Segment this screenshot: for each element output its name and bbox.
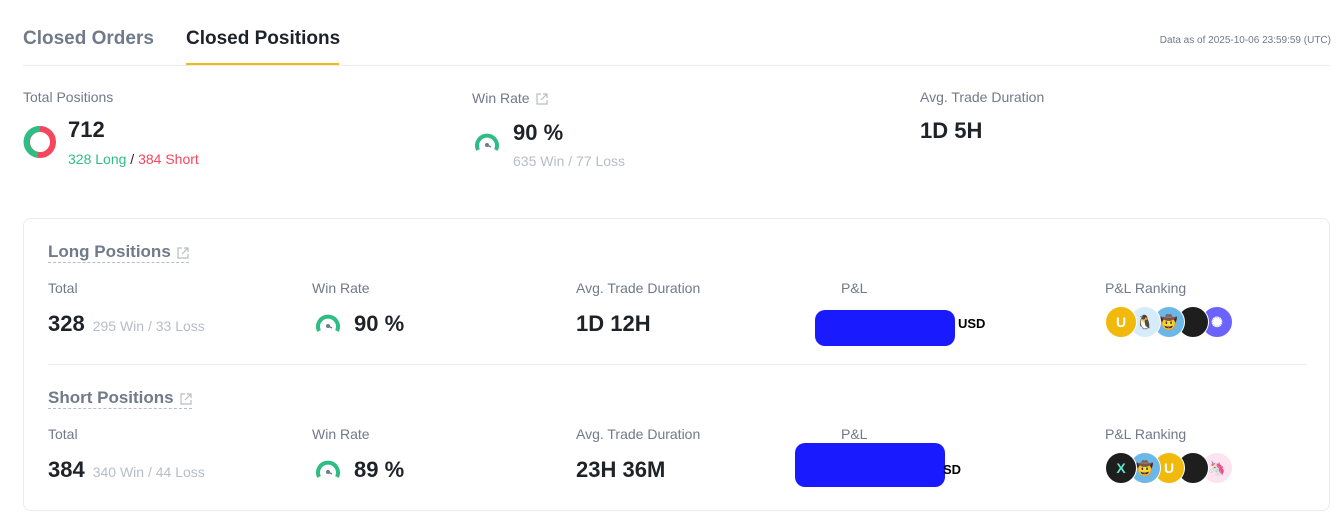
win-rate-value: 90 % — [354, 311, 405, 336]
avg-duration-label: Avg. Trade Duration — [576, 280, 701, 296]
pnl-ranking-label: P&L Ranking — [1105, 426, 1187, 442]
pnl-currency: USD — [958, 316, 986, 331]
pnl-ranking-label: P&L Ranking — [1105, 280, 1187, 296]
external-link-icon[interactable] — [177, 246, 189, 259]
total-label: Total — [48, 426, 78, 442]
redacted-pnl-value — [815, 310, 955, 346]
total-count: 328 — [48, 311, 85, 336]
win-rate-label: Win Rate — [312, 426, 370, 442]
avg-duration-label: Avg. Trade Duration — [576, 426, 701, 442]
total-count: 384 — [48, 457, 85, 482]
win-loss-count: 295 Win / 33 Loss — [92, 318, 205, 334]
win-rate-gauge-icon — [316, 460, 340, 478]
win-rate-label[interactable]: Win Rate — [472, 90, 548, 106]
win-rate-label-text: Win Rate — [472, 90, 530, 106]
win-rate-value: 90 % — [513, 120, 564, 145]
win-rate-gauge-icon — [475, 133, 499, 151]
win-loss-count: 340 Win / 44 Loss — [92, 464, 205, 480]
separator: / — [126, 151, 139, 167]
long-short-breakdown: 328 Long / 384 Short — [68, 151, 199, 167]
short-count: 384 Short — [138, 151, 199, 167]
external-link-icon[interactable] — [180, 392, 192, 405]
avg-duration-label: Avg. Trade Duration — [920, 89, 1045, 105]
long-short-donut-icon — [23, 126, 56, 158]
cowboy-dog-coin-icon[interactable]: 🤠 — [1153, 306, 1185, 338]
total-positions-value: 712 — [68, 117, 105, 142]
win-rate-gauge-icon — [316, 314, 340, 332]
avg-duration-value: 23H 36M — [576, 457, 666, 482]
tabs-divider — [23, 65, 1330, 66]
win-rate-label: Win Rate — [312, 280, 370, 296]
section-title-1[interactable]: Short Positions — [48, 388, 192, 409]
pnl-label: P&L — [841, 280, 868, 296]
avg-duration-value: 1D 12H — [576, 311, 651, 336]
long-count: 328 Long — [68, 151, 127, 167]
section-title-0[interactable]: Long Positions — [48, 242, 189, 263]
tab-closed-orders[interactable]: Closed Orders — [23, 28, 154, 49]
wlfi-coin-icon[interactable]: U — [1105, 306, 1137, 338]
active-tab-indicator — [186, 63, 339, 65]
pnl-label: P&L — [841, 426, 868, 442]
total-label: Total — [48, 280, 78, 296]
total-positions-label: Total Positions — [23, 89, 114, 105]
data-as-of: Data as of 2025-10-06 23:59:59 (UTC) — [1159, 35, 1331, 46]
pnl-currency: SD — [943, 462, 962, 477]
redacted-pnl-value — [795, 443, 945, 487]
total-value: 384 340 Win / 44 Loss — [48, 457, 205, 483]
teal-x-coin-icon[interactable]: X — [1105, 452, 1137, 484]
avg-duration-value: 1D 5H — [920, 118, 983, 143]
tab-closed-positions[interactable]: Closed Positions — [186, 28, 341, 49]
total-value: 328 295 Win / 33 Loss — [48, 311, 205, 337]
external-link-icon[interactable] — [535, 93, 548, 105]
win-rate-value: 89 % — [354, 457, 405, 482]
win-loss-count: 635 Win / 77 Loss — [513, 153, 626, 169]
section-title-text: Short Positions — [48, 388, 174, 407]
positions-breakdown-card — [23, 218, 1330, 511]
section-divider — [48, 364, 1307, 365]
section-title-text: Long Positions — [48, 242, 171, 261]
